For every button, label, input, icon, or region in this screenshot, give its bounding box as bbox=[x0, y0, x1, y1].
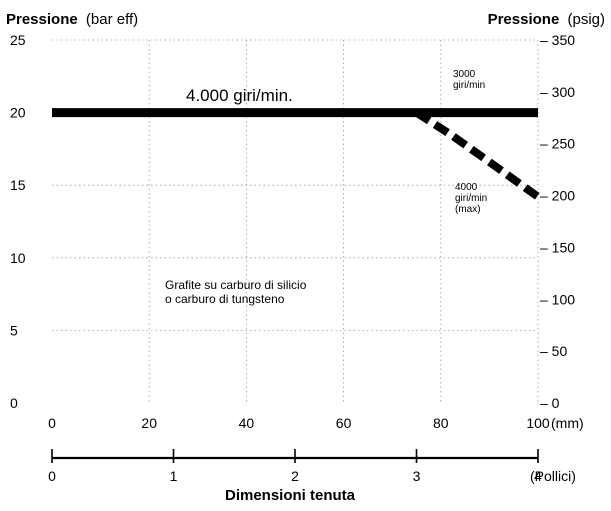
x-mm-tick-label: 100 bbox=[526, 415, 550, 431]
left-axis-title-bold: Pressione bbox=[6, 11, 78, 28]
y-right-tick-label: – 350 bbox=[540, 32, 575, 48]
y-right-tick-label: – 200 bbox=[540, 188, 575, 204]
upper-label-line-2: giri/min bbox=[453, 80, 485, 91]
x-mm-tick-label: 20 bbox=[141, 415, 157, 431]
right-axis-title: Pressione (psig) bbox=[488, 11, 605, 28]
lower-label-line-1: 4000 bbox=[455, 182, 478, 193]
left-axis-ticks: 0 5 10 15 20 25 bbox=[10, 32, 26, 411]
y-left-tick-label: 20 bbox=[10, 105, 26, 121]
x-mm-tick-label: 0 bbox=[48, 415, 56, 431]
y-left-tick-label: 0 bbox=[10, 395, 18, 411]
left-axis-title: Pressione (bar eff) bbox=[6, 11, 138, 28]
series-layer bbox=[52, 108, 541, 201]
y-left-tick-label: 25 bbox=[10, 32, 26, 48]
x-inch-tick-label: 4 bbox=[534, 468, 542, 484]
left-axis-title-unit: (bar eff) bbox=[86, 11, 138, 28]
y-right-tick-label: – 300 bbox=[540, 84, 575, 100]
line-label-4000: 4.000 giri/min. bbox=[186, 86, 293, 105]
lower-label-line-3: (max) bbox=[455, 204, 481, 215]
x-inch-tick-label: 3 bbox=[413, 468, 421, 484]
material-label-line-2: o carburo di tungsteno bbox=[165, 292, 285, 306]
y-right-tick-label: – 250 bbox=[540, 136, 575, 152]
right-axis-title-unit: (psig) bbox=[567, 11, 605, 28]
material-label: Grafite su carburo di silicio o carburo … bbox=[165, 278, 310, 306]
y-right-tick-label: – 100 bbox=[540, 291, 575, 307]
series-line-max-dashed bbox=[414, 109, 541, 201]
x-axis-title: Dimensioni tenuta bbox=[225, 487, 356, 504]
x-mm-tick-label: 80 bbox=[433, 415, 449, 431]
x-mm-tick-label: 40 bbox=[239, 415, 255, 431]
upper-label: 3000 giri/min bbox=[453, 69, 485, 91]
y-left-tick-label: 15 bbox=[10, 177, 26, 193]
x-inch-tick-label: 1 bbox=[170, 468, 178, 484]
y-left-tick-label: 10 bbox=[10, 250, 26, 266]
x-inch-tick-label: 2 bbox=[291, 468, 299, 484]
lower-label-line-2: giri/min bbox=[455, 193, 487, 204]
x-mm-ticks: 0 20 40 60 80 100 bbox=[48, 415, 550, 431]
upper-label-line-1: 3000 bbox=[453, 69, 476, 80]
right-axis-ticks: – 0 – 50 – 100 – 150 – 200 – 250 – 300 – 350 bbox=[540, 32, 575, 411]
x-inch-tick-label: 0 bbox=[48, 468, 56, 484]
grid bbox=[52, 39, 539, 403]
y-right-tick-label: – 0 bbox=[540, 395, 560, 411]
inch-ticks: 0 1 2 3 4 bbox=[48, 449, 542, 484]
x-inch-unit: (Pollici) bbox=[530, 468, 576, 484]
right-axis-title-bold: Pressione bbox=[488, 11, 560, 28]
x-mm-unit: (mm) bbox=[551, 415, 584, 431]
x-mm-tick-label: 60 bbox=[336, 415, 352, 431]
y-left-tick-label: 5 bbox=[10, 322, 18, 338]
lower-label: 4000 giri/min (max) bbox=[455, 182, 490, 215]
y-right-tick-label: – 150 bbox=[540, 239, 575, 255]
material-label-line-1: Grafite su carburo di silicio bbox=[165, 278, 307, 292]
y-right-tick-label: – 50 bbox=[540, 343, 567, 359]
